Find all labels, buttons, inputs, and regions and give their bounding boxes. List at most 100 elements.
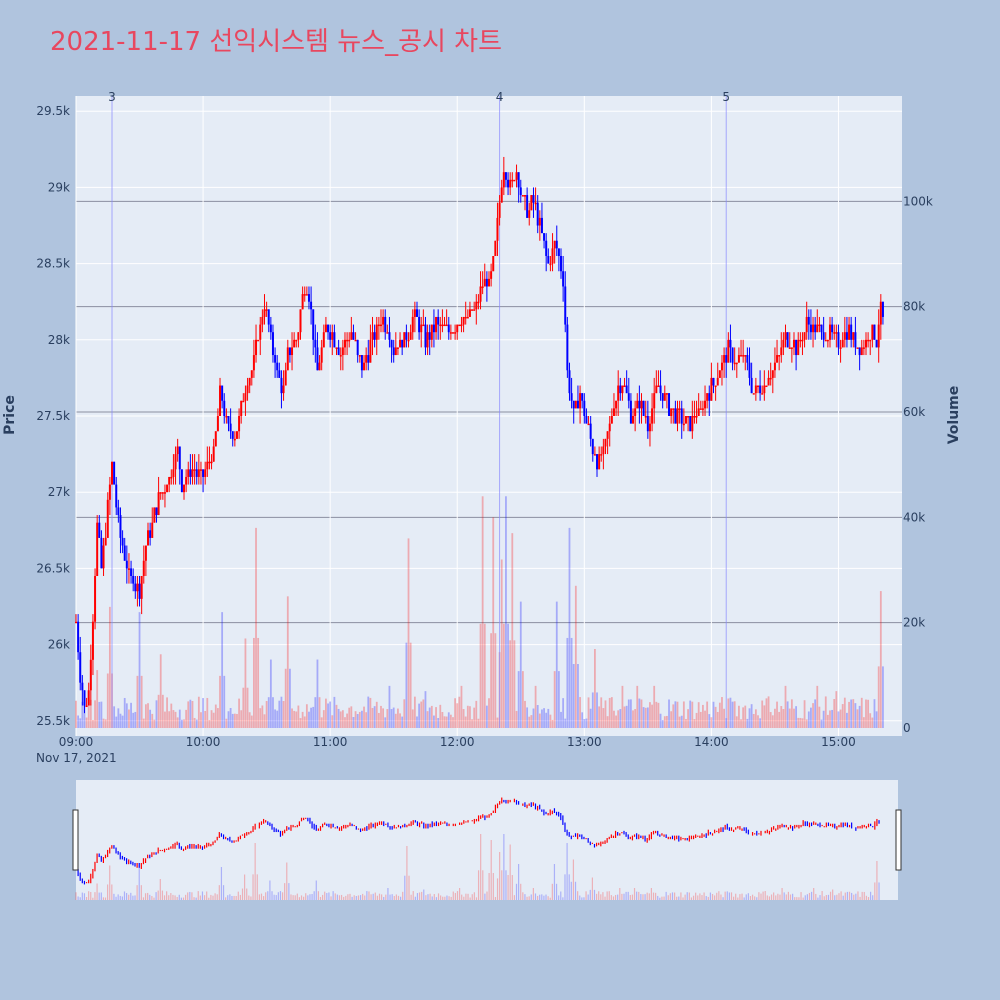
mini-volume-bar (433, 894, 435, 900)
candle-body (81, 682, 84, 691)
candle-body (759, 385, 762, 394)
mini-volume-bar (429, 893, 431, 900)
candle-body (189, 469, 192, 477)
volume-bar (242, 687, 245, 728)
mini-volume-bar (92, 897, 94, 900)
candle-body (291, 347, 294, 356)
candle-body (566, 324, 569, 371)
candle-body (818, 324, 821, 327)
mini-volume-bar (534, 893, 537, 900)
candle-body (701, 408, 704, 410)
mini-volume-bar (244, 874, 246, 900)
mini-volume-bar (834, 895, 836, 900)
candle-body (443, 324, 446, 327)
candle-body (718, 370, 721, 378)
candle-body (331, 332, 334, 340)
mini-volume-bar (235, 896, 237, 900)
candle-body (727, 339, 730, 363)
volume-bar (850, 699, 853, 728)
candle-body (716, 377, 719, 386)
volume-bar (399, 713, 401, 728)
mini-volume-bar (524, 894, 526, 900)
mini-volume-bar (735, 893, 737, 900)
volume-bar (248, 712, 251, 728)
volume-bar (807, 711, 810, 728)
range-slider-left-handle[interactable] (72, 809, 79, 871)
mini-volume-bar (475, 897, 478, 900)
candle-body (197, 469, 200, 477)
volume-bar (657, 702, 660, 728)
mini-volume-bar (191, 892, 193, 900)
candle-body (670, 408, 673, 416)
mini-volume-bar (821, 891, 823, 900)
volume-bar (666, 715, 668, 728)
candle-body (356, 339, 359, 356)
mini-volume-bar (570, 881, 572, 900)
candle-body (413, 309, 416, 317)
volume-bar (337, 708, 340, 728)
volume-bar (369, 697, 372, 728)
candle-body (761, 393, 764, 395)
candle-body (468, 309, 471, 317)
candle-body (106, 499, 109, 538)
candle-body (875, 339, 878, 348)
candle-body (562, 271, 565, 287)
range-slider[interactable] (76, 780, 898, 900)
candle-body (214, 431, 217, 447)
candle-body (672, 408, 675, 410)
mini-volume-bar (661, 896, 663, 900)
volume-bar (272, 697, 274, 728)
mini-volume-bar (629, 894, 631, 900)
candle-body (814, 324, 817, 333)
volume-bar (619, 709, 622, 728)
volume-bar (193, 717, 196, 728)
mini-volume-bar (650, 888, 652, 900)
candle-body (820, 324, 823, 333)
volume-bar (479, 623, 482, 728)
mini-volume-bar (496, 878, 499, 900)
volume-bar (693, 719, 696, 728)
mini-volume-bar (130, 892, 132, 900)
mini-volume-bar (277, 892, 279, 900)
volume-bar (630, 699, 632, 728)
mini-volume-bar (733, 896, 735, 900)
volume-bar (748, 708, 751, 728)
volume-bar (200, 712, 202, 728)
mini-volume-bar (88, 891, 90, 900)
volume-bar (92, 720, 94, 728)
volume-bar (346, 713, 348, 728)
candle-body (651, 408, 654, 424)
candle-body (248, 377, 251, 386)
volume-bar (293, 710, 296, 728)
candle-body (600, 454, 603, 456)
candle-body (782, 339, 785, 348)
mini-volume-bar (853, 894, 855, 900)
news-marker-label: 5 (722, 90, 730, 104)
candle-body (797, 339, 800, 356)
mini-volume-bar (669, 893, 671, 900)
mini-volume-bar (456, 891, 459, 900)
volume-bar (862, 717, 865, 728)
candle-body (297, 332, 300, 340)
volume-bar (858, 705, 861, 728)
candle-body (136, 583, 139, 592)
mini-volume-bar (286, 862, 288, 900)
candle-body (263, 309, 266, 317)
range-slider-right-handle[interactable] (895, 809, 902, 871)
volume-bar (439, 704, 442, 728)
volume-bar (231, 713, 234, 728)
mini-volume-bar (657, 895, 659, 900)
mini-volume-bar (663, 896, 665, 900)
mini-volume-bar (518, 864, 520, 900)
mini-volume-bar (562, 897, 564, 900)
candle-body (96, 522, 99, 576)
candle-body (221, 385, 224, 401)
mini-volume-bar (227, 895, 229, 900)
volume-bar (742, 707, 745, 728)
candle-body (864, 339, 867, 348)
volume-bar (371, 707, 374, 728)
candle-body (691, 416, 694, 432)
volume-bar (183, 719, 185, 728)
mini-volume-bar (144, 893, 147, 900)
volume-tick-label: 80k (903, 300, 925, 314)
